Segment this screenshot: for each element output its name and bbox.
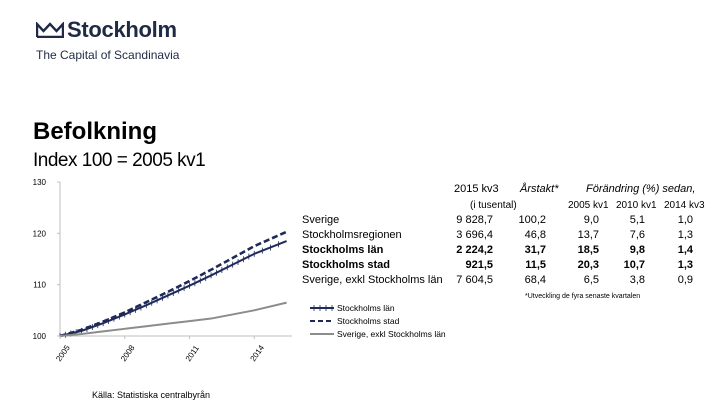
table-row-label: Sverige bbox=[302, 214, 340, 226]
table-header-2015: 2015 kv3 bbox=[454, 183, 499, 195]
x-tick-label: 2005 bbox=[54, 343, 72, 363]
y-tick-label: 120 bbox=[33, 229, 47, 238]
table-cell-arstakt: 11,5 bbox=[525, 259, 546, 271]
y-tick-label: 110 bbox=[33, 281, 46, 290]
table-cell-c2005: 6,5 bbox=[583, 274, 599, 286]
logo-wordmark: Stockholm bbox=[67, 17, 177, 42]
series-line-0 bbox=[59, 240, 287, 337]
table-cell-c2005: 20,3 bbox=[577, 259, 599, 271]
table-cell-v2015: 921,5 bbox=[465, 259, 493, 271]
y-tick-label: 100 bbox=[33, 332, 47, 341]
table-cell-c2010: 3,8 bbox=[629, 274, 645, 286]
logo-tagline: The Capital of Scandinavia bbox=[36, 48, 180, 62]
series-line-1 bbox=[59, 230, 288, 338]
y-tick-label: 130 bbox=[33, 178, 47, 187]
table-cell-c2010: 7,6 bbox=[629, 229, 645, 241]
table-cell-c2005: 18,5 bbox=[577, 244, 599, 256]
table-cell-v2015: 2 224,2 bbox=[456, 244, 493, 256]
series-line-2 bbox=[59, 301, 287, 337]
table-cell-c2010: 9,8 bbox=[629, 244, 645, 256]
table-row-label: Sverige, exkl Stockholms län bbox=[302, 274, 443, 286]
table-cell-c2010: 10,7 bbox=[623, 259, 645, 271]
table-header-arstakt: Årstakt* bbox=[520, 183, 559, 195]
table-cell-c2005: 13,7 bbox=[577, 229, 599, 241]
table-row-label: Stockholms stad bbox=[302, 259, 391, 271]
table-row-label: Stockholms län bbox=[302, 244, 384, 256]
table-cell-c2014: 1,3 bbox=[677, 229, 693, 241]
x-tick-label: 2008 bbox=[119, 343, 137, 363]
crown-icon bbox=[36, 22, 64, 38]
table-cell-arstakt: 46,8 bbox=[524, 229, 546, 241]
table-cell-arstakt: 31,7 bbox=[524, 244, 546, 256]
table-subheader-2014: 2014 kv3 bbox=[664, 200, 705, 211]
table-cell-c2014: 1,3 bbox=[677, 259, 693, 271]
x-tick-label: 2011 bbox=[184, 343, 202, 363]
page-subtitle: Index 100 = 2005 kv1 bbox=[33, 150, 206, 171]
page-title: Befolkning bbox=[33, 118, 157, 145]
table-cell-c2010: 5,1 bbox=[629, 214, 645, 226]
table-cell-c2014: 1,4 bbox=[677, 244, 693, 256]
table-cell-v2015: 7 604,5 bbox=[456, 274, 493, 286]
table-unit-note: (i tusental) bbox=[470, 200, 517, 211]
table-subheader-2010: 2010 kv1 bbox=[616, 200, 657, 211]
table-subheader-2005: 2005 kv1 bbox=[568, 200, 609, 211]
table-header-change: Förändring (%) sedan, bbox=[586, 183, 696, 195]
source-note: Källa: Statistiska centralbyrån bbox=[92, 390, 211, 400]
table-cell-c2014: 0,9 bbox=[677, 274, 693, 286]
table-footnote: *Utveckling de fyra senaste kvartalen bbox=[525, 293, 641, 300]
table-cell-arstakt: 100,2 bbox=[518, 214, 546, 226]
table-cell-v2015: 3 696,4 bbox=[456, 229, 493, 241]
table-cell-c2014: 1,0 bbox=[677, 214, 693, 226]
table-row-label: Stockholmsregionen bbox=[302, 229, 402, 241]
table-cell-v2015: 9 828,7 bbox=[456, 214, 493, 226]
table-cell-arstakt: 68,4 bbox=[524, 274, 546, 286]
x-tick-label: 2014 bbox=[248, 343, 266, 363]
table-cell-c2005: 9,0 bbox=[583, 214, 599, 226]
